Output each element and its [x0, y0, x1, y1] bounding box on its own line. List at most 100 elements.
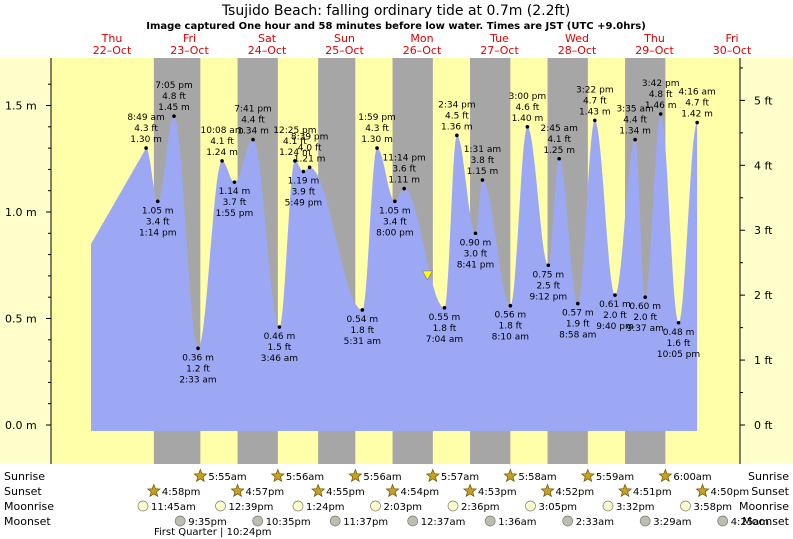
tide-ft-label: 3.4 ft — [146, 217, 170, 227]
moonset-icon — [717, 515, 729, 527]
tide-time-label: 11:14 pm — [383, 154, 426, 164]
tide-ft-label: 3.7 ft — [223, 198, 247, 208]
row-label-left: Moonset — [4, 515, 51, 528]
astro-time-label: 5:55am — [208, 472, 246, 483]
sun-icon — [658, 468, 673, 483]
tide-time-label: 10:05 pm — [657, 350, 700, 360]
right-tick-label: 5 ft — [754, 94, 773, 107]
tide-ft-label: 4.4 ft — [241, 116, 265, 126]
tide-m-label: 0.55 m — [429, 313, 461, 323]
tide-m-label: 1.11 m — [388, 176, 420, 186]
tide-m-label: 0.36 m — [182, 353, 214, 363]
day-date-label: 27–Oct — [480, 44, 519, 57]
right-tick-label: 4 ft — [754, 159, 773, 172]
row-label-right: Sunset — [751, 485, 789, 498]
sun-icon — [385, 483, 400, 498]
tide-point — [525, 125, 530, 129]
sun-icon — [193, 468, 208, 483]
sun-icon — [540, 483, 555, 498]
sun-icon — [230, 483, 245, 498]
tide-point — [508, 303, 513, 308]
tide-point — [144, 146, 148, 150]
sun-icon — [463, 483, 478, 498]
tide-time-label: 1:31 am — [464, 145, 501, 155]
day-name-label: Sun — [334, 32, 355, 45]
tide-m-label: 1.14 m — [219, 187, 251, 197]
tide-ft-label: 1.5 ft — [268, 343, 292, 353]
right-tick-label: 1 ft — [754, 354, 773, 367]
tide-m-label: 0.61 m — [599, 300, 631, 310]
left-tick-label: 0.5 m — [5, 313, 37, 326]
tide-time-label: 10:08 am — [201, 126, 244, 136]
tide-time-label: 2:34 pm — [438, 100, 476, 110]
tide-time-label: 8:41 pm — [457, 260, 495, 270]
tide-point — [643, 295, 647, 300]
tide-ft-label: 4.7 ft — [685, 99, 709, 109]
moonset-icon — [329, 515, 341, 527]
astro-time-label: 4:52pm — [556, 487, 595, 498]
tide-ft-label: 4.0 ft — [298, 143, 322, 153]
tide-m-label: 0.57 m — [562, 309, 594, 319]
tide-m-label: 1.24 m — [206, 148, 238, 158]
tide-time-label: 1:59 pm — [358, 113, 396, 123]
tide-m-label: 0.56 m — [495, 311, 527, 321]
astro-time-label: 1:24pm — [306, 502, 345, 513]
sun-icon — [425, 468, 440, 483]
sun-icon — [618, 483, 633, 498]
astro-time-label: 4:50pm — [711, 487, 750, 498]
tide-curve — [91, 114, 698, 431]
day-name-label: Sat — [258, 32, 277, 45]
tide-m-label: 1.30 m — [361, 135, 393, 145]
astro-time-label: 4:51pm — [633, 487, 672, 498]
astro-time-label: 11:37pm — [343, 517, 388, 528]
tide-time-label: 8:49 am — [127, 113, 164, 123]
left-tick-label: 1.0 m — [5, 206, 37, 219]
moonrise-icon — [292, 500, 304, 512]
tide-m-label: 0.48 m — [663, 328, 695, 338]
astro-time-label: 4:55pm — [326, 487, 365, 498]
tide-ft-label: 4.1 ft — [210, 137, 234, 147]
day-name-label: Thu — [101, 32, 123, 45]
astro-time-label: 12:37am — [421, 517, 466, 528]
day-name-label: Mon — [410, 32, 433, 45]
tide-ft-label: 4.3 ft — [134, 124, 158, 134]
tide-m-label: 1.19 m — [288, 177, 320, 187]
tide-point — [633, 137, 637, 142]
tide-m-label: 1.36 m — [441, 122, 473, 132]
tide-time-label: 1:55 pm — [216, 209, 254, 219]
tide-time-label: 7:05 pm — [155, 81, 193, 91]
tide-time-label: 12:25 pm — [273, 126, 316, 136]
tide-m-label: 0.46 m — [264, 332, 296, 342]
astro-time-label: 4:54pm — [401, 487, 440, 498]
day-date-label: 24–Oct — [248, 44, 287, 57]
tide-m-label: 1.05 m — [379, 206, 411, 216]
tide-time-label: 3:35 am — [616, 105, 653, 115]
sun-icon — [311, 483, 326, 498]
tide-time-label: 1:14 pm — [139, 228, 177, 238]
tide-point — [232, 180, 237, 184]
tide-point — [575, 301, 580, 306]
astro-time-label: 11:45am — [151, 502, 196, 513]
sun-icon — [580, 468, 595, 483]
tide-ft-label: 1.2 ft — [186, 364, 210, 374]
day-date-label: 29–Oct — [635, 44, 674, 57]
left-tick-label: 0.0 m — [5, 419, 37, 432]
tide-point — [155, 199, 160, 204]
astro-time-label: 5:59am — [596, 472, 634, 483]
moonset-icon — [639, 515, 651, 527]
astro-time-label: 1:36am — [498, 517, 536, 528]
tide-time-label: 7:04 am — [426, 335, 463, 345]
tide-time-label: 9:12 pm — [530, 292, 568, 302]
tide-point — [251, 137, 255, 142]
moonrise-icon — [525, 500, 536, 512]
moonrise-icon — [370, 500, 381, 512]
tide-point — [393, 199, 397, 204]
tide-m-label: 1.25 m — [543, 146, 575, 156]
astro-time-label: 3:05pm — [539, 502, 578, 513]
tide-time-label: 7:41 pm — [234, 105, 272, 115]
astro-time-label: 6:00am — [673, 472, 711, 483]
tide-point — [442, 306, 447, 310]
row-label-right: Sunrise — [748, 470, 789, 483]
sun-icon — [348, 468, 363, 483]
